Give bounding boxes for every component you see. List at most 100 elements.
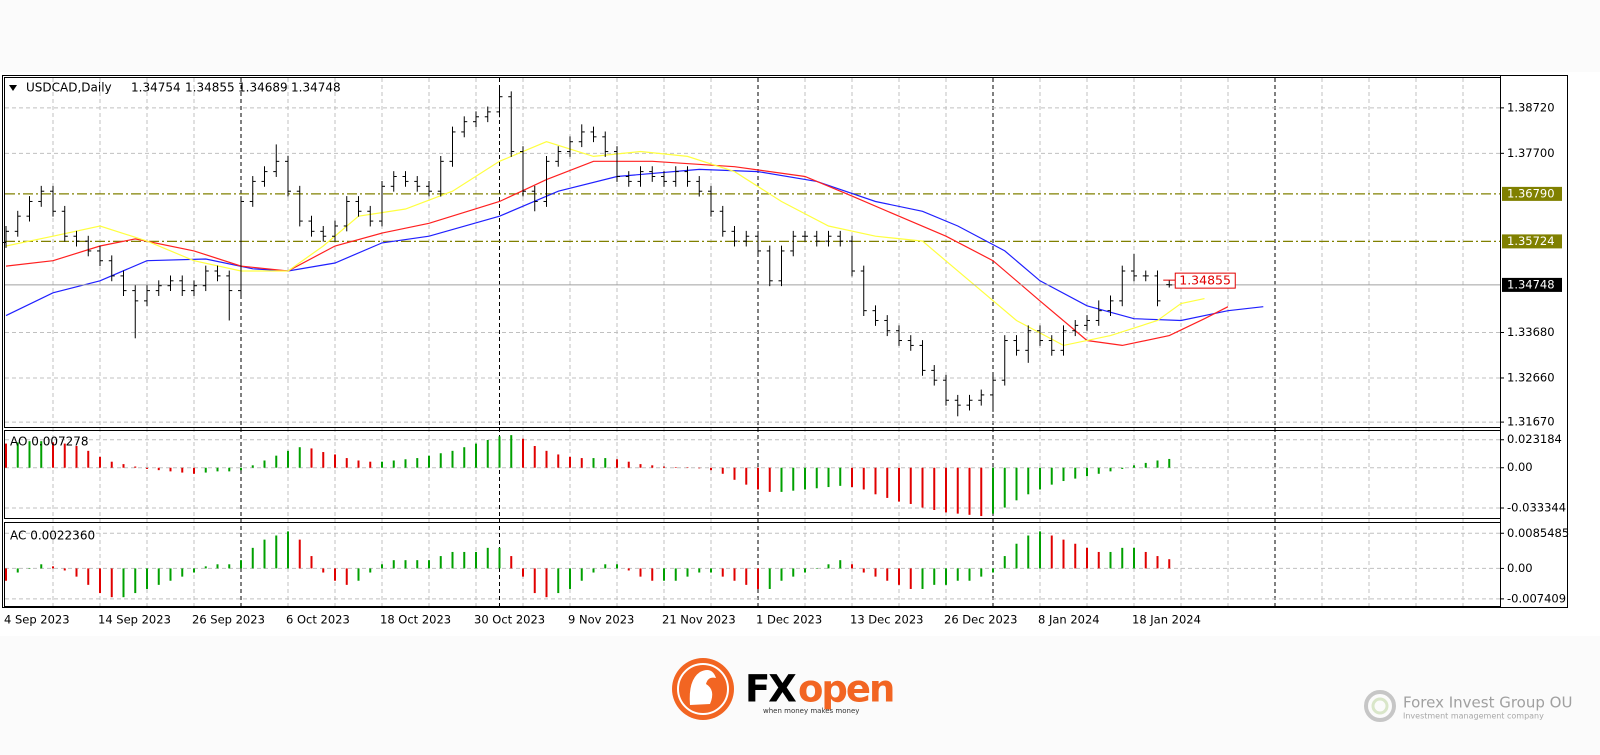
histogram-bar <box>146 568 148 589</box>
histogram-bar <box>921 568 924 589</box>
x-tick-label: 18 Oct 2023 <box>380 613 451 627</box>
histogram-bar <box>28 441 31 468</box>
histogram-bar <box>663 466 665 468</box>
histogram-bar <box>392 560 395 569</box>
histogram-bar <box>721 467 724 474</box>
histogram-bar <box>169 568 172 581</box>
histogram-bar <box>334 568 336 581</box>
menu-triangle <box>9 85 17 91</box>
histogram-bar <box>146 467 148 469</box>
histogram-bar <box>298 539 301 569</box>
histogram-bar <box>721 568 724 577</box>
histogram-bar <box>157 568 160 585</box>
histogram-bar <box>193 568 195 573</box>
y-tick-label: 0.00 <box>1507 561 1533 575</box>
histogram-bar <box>16 442 19 468</box>
histogram-bar <box>874 467 877 495</box>
histogram-bar <box>486 439 489 468</box>
histogram-bar <box>757 467 759 490</box>
histogram-bar <box>451 551 454 569</box>
histogram-bar <box>839 467 842 486</box>
level-label: 1.36790 <box>1507 186 1555 200</box>
histogram-bar <box>240 560 242 569</box>
histogram-bar <box>181 568 184 577</box>
histogram-bar <box>733 568 736 581</box>
histogram-bar <box>1003 556 1006 569</box>
histogram-bar <box>1109 467 1112 472</box>
ohlc-low: 1.34689 <box>238 81 288 95</box>
histogram-bar <box>592 568 595 573</box>
histogram-bar <box>369 568 372 573</box>
histogram-bar <box>686 467 689 468</box>
histogram-bar <box>815 467 818 489</box>
histogram-bar <box>1015 543 1018 569</box>
histogram-bar <box>1062 467 1065 482</box>
histogram-bar <box>381 461 383 468</box>
histogram-bar <box>627 461 630 468</box>
histogram-bar <box>122 568 125 598</box>
histogram-bar <box>956 467 959 514</box>
histogram-bar <box>40 441 43 468</box>
ohlc-high: 1.34855 <box>185 81 235 95</box>
histogram-bar <box>357 460 360 468</box>
histogram-bar <box>240 467 242 471</box>
histogram-bar <box>75 446 78 468</box>
ma-line <box>5 160 1229 347</box>
symbol: USDCAD,Daily <box>26 81 112 95</box>
x-tick-label: 26 Sep 2023 <box>192 613 265 627</box>
price-label: 1.34748 <box>1507 277 1555 291</box>
histogram-bar <box>980 467 983 517</box>
histogram-bar <box>733 467 736 480</box>
histogram-bar <box>157 467 160 471</box>
histogram-bar <box>322 452 325 468</box>
main-panel <box>4 77 1501 428</box>
histogram-bar <box>545 568 548 598</box>
histogram-bar <box>1062 539 1065 569</box>
fig-inner <box>1371 697 1389 715</box>
histogram-bar <box>545 450 548 468</box>
histogram-bar <box>639 568 642 577</box>
y-tick-label: 0.023184 <box>1507 432 1562 446</box>
high-box <box>1174 272 1236 289</box>
histogram-bar <box>745 568 748 585</box>
histogram-bar <box>181 467 184 473</box>
histogram-bar <box>1109 551 1112 569</box>
histogram-bar <box>992 568 994 573</box>
histogram-bar <box>451 450 454 468</box>
histogram-bar <box>663 568 665 581</box>
histogram-bar <box>369 461 372 468</box>
histogram-bar <box>639 464 642 468</box>
histogram-bar <box>75 568 78 577</box>
histogram-bar <box>439 556 442 569</box>
panel-label: AC 0.0022360 <box>10 529 95 543</box>
x-tick-label: 14 Sep 2023 <box>98 613 171 627</box>
company: Forex Invest Group OU <box>1403 694 1572 712</box>
histogram-bar <box>216 467 219 472</box>
histogram-bar <box>921 467 924 508</box>
histogram-bar <box>416 560 419 569</box>
histogram-bar <box>334 454 336 468</box>
histogram-bar <box>674 568 677 581</box>
histogram-bar <box>792 568 795 577</box>
histogram-bar <box>498 436 501 468</box>
x-tick-label: 13 Dec 2023 <box>850 613 923 627</box>
ohlc-open: 1.34754 <box>131 81 181 95</box>
histogram-bar <box>251 547 254 569</box>
histogram-bar <box>956 568 959 581</box>
histogram-bar <box>992 467 994 514</box>
ma-line <box>5 168 1264 322</box>
histogram-bar <box>780 467 783 492</box>
histogram-bar <box>1015 467 1018 501</box>
histogram-bar <box>1003 467 1006 508</box>
y-tick-label: 1.37700 <box>1507 146 1555 160</box>
y-tick-label: 1.38720 <box>1507 100 1555 114</box>
y-tick-label: 0.00 <box>1507 460 1533 474</box>
histogram-bar <box>87 450 90 468</box>
histogram-bar <box>604 458 607 468</box>
histogram-bar <box>1027 467 1030 495</box>
histogram-bar <box>686 568 689 577</box>
histogram-bar <box>886 568 889 581</box>
histogram-bar <box>275 455 278 468</box>
y-tick-label: 1.31670 <box>1507 415 1555 429</box>
histogram-bar <box>52 566 54 569</box>
